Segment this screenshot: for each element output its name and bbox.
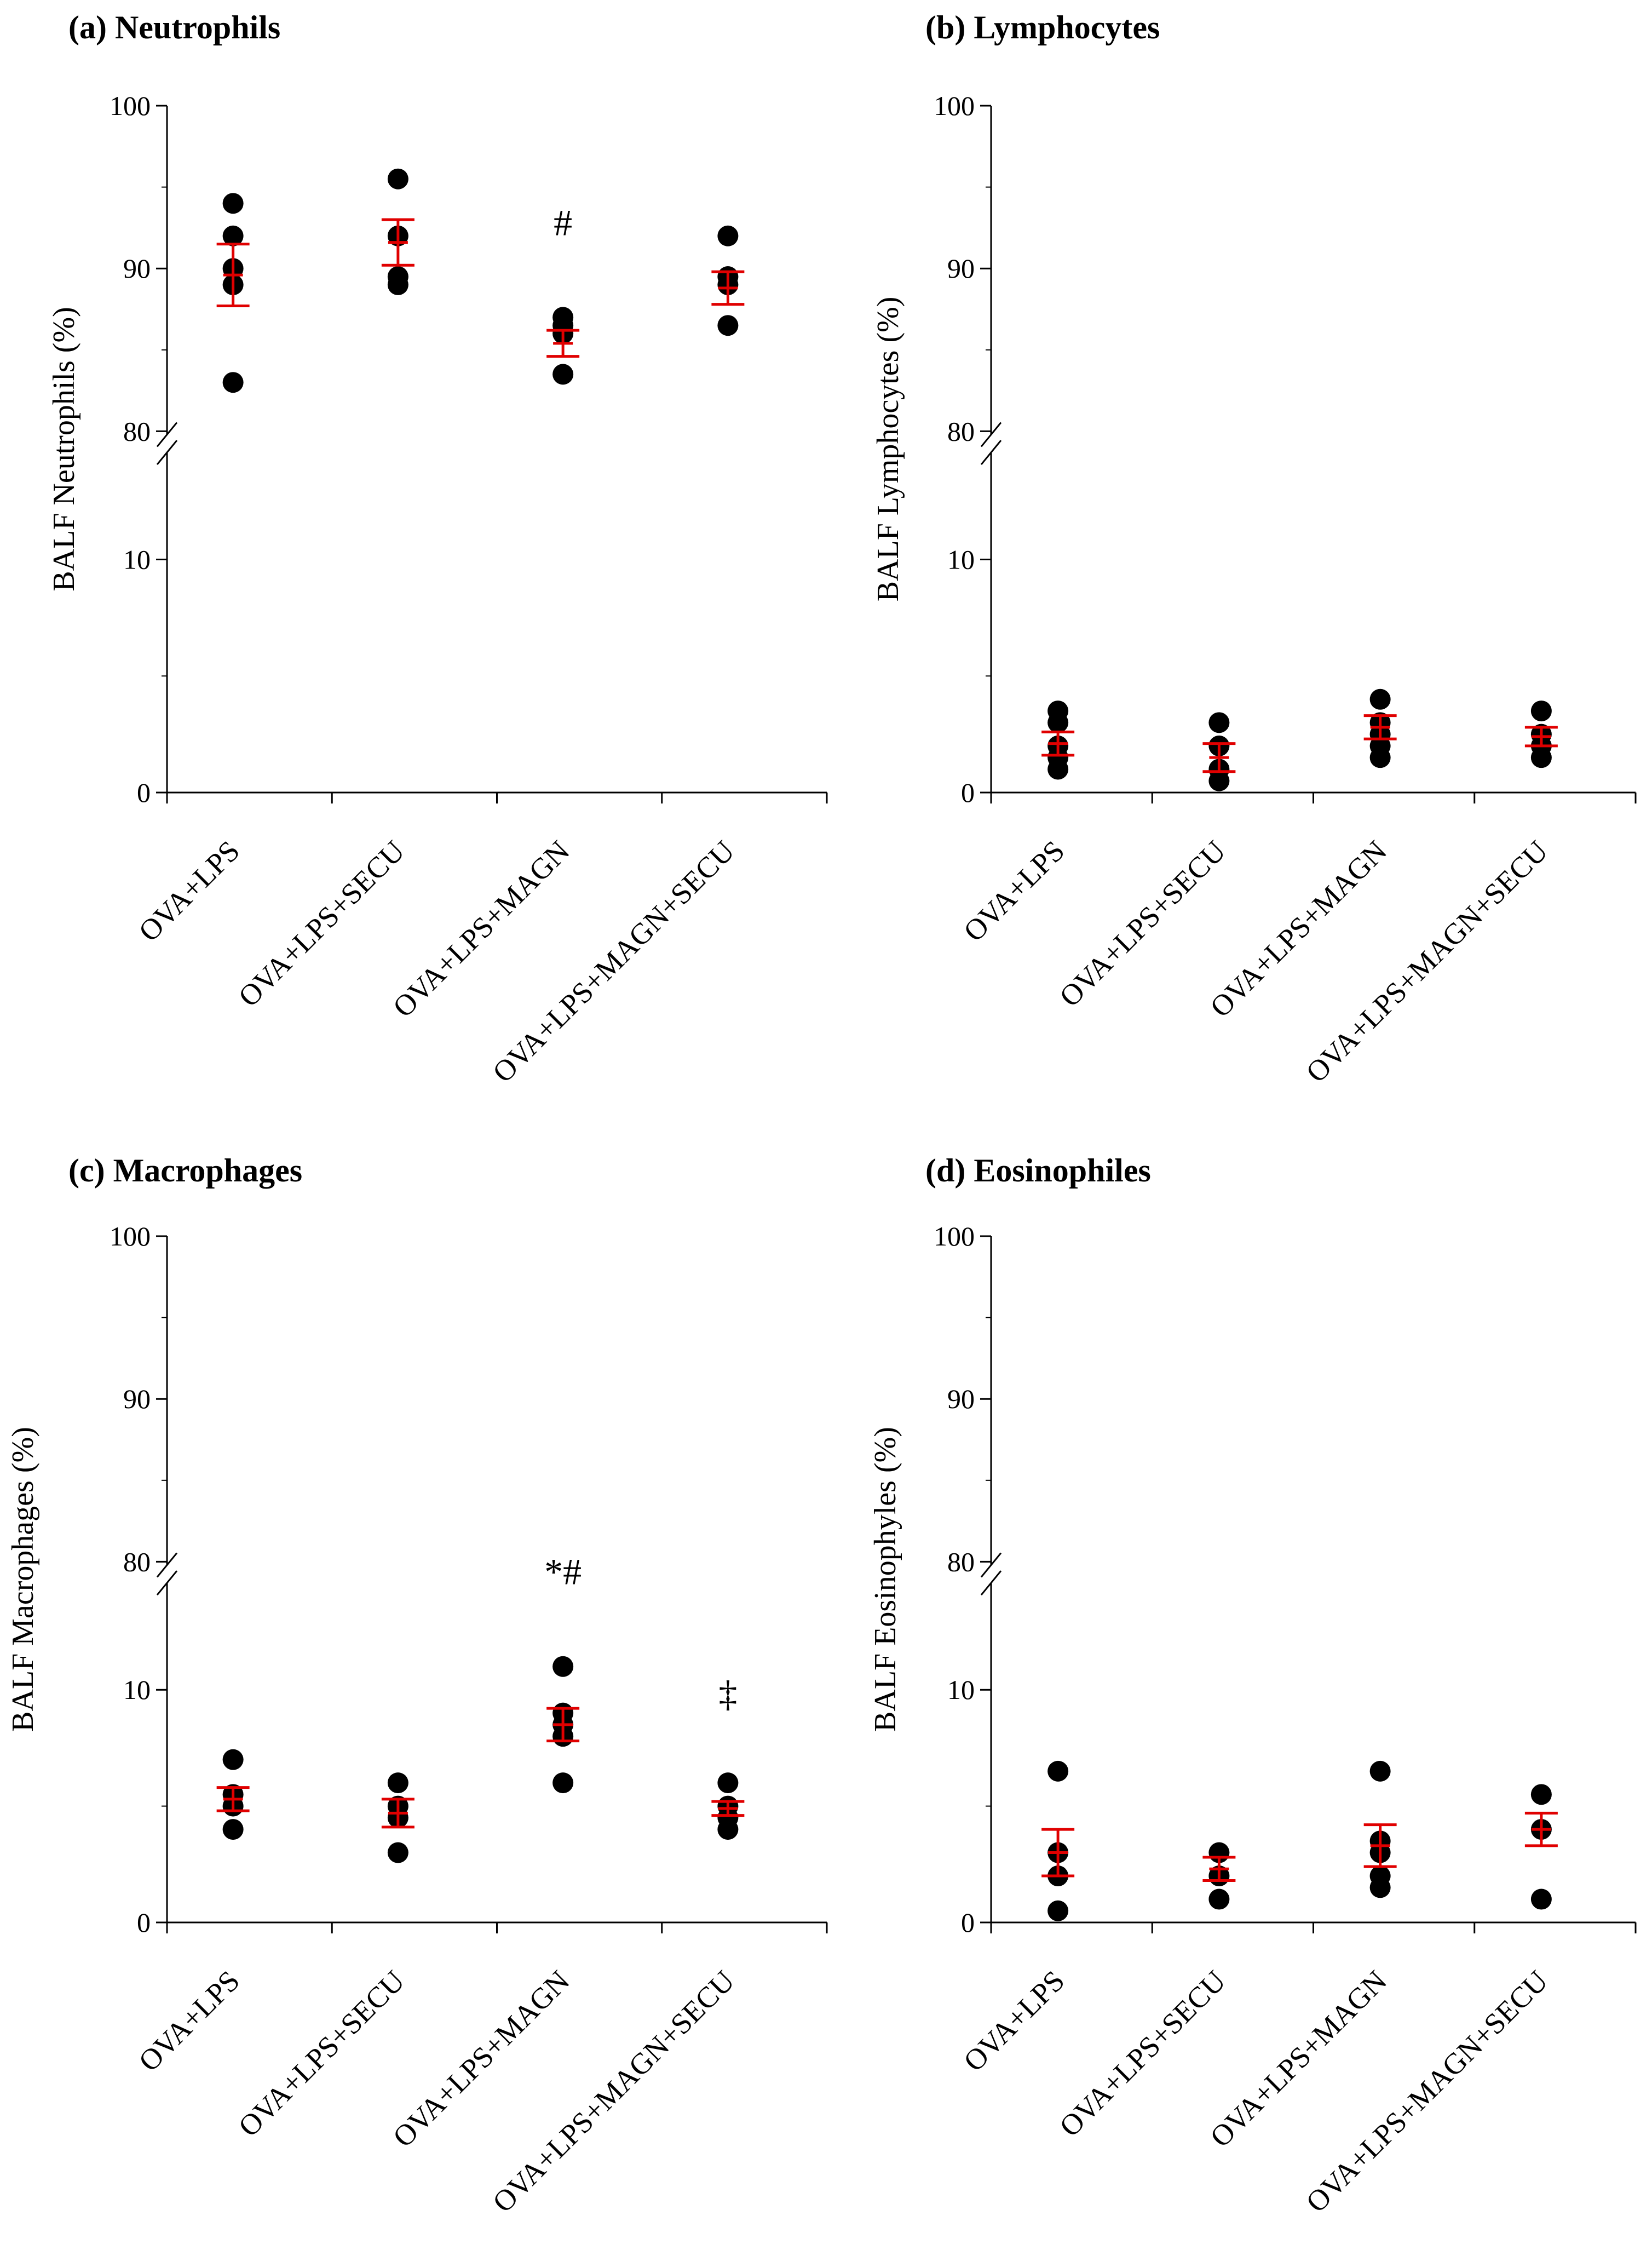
data-point [1047, 1900, 1069, 1921]
data-point [222, 193, 244, 214]
y-tick-label: 0 [961, 777, 975, 808]
panel-3: (d) Eosinophiles 0 10 80 90 100 BALF Eosinophy… [868, 1152, 1637, 2219]
x-tick-label: OVA+LPS [957, 1964, 1071, 2078]
data-point [1047, 712, 1069, 733]
data-point [1208, 770, 1230, 791]
significance-annotation: # [554, 202, 572, 243]
y-axis-label: BALF Lymphocytes (%) [871, 297, 905, 602]
axis-break-mark [980, 1552, 1002, 1578]
y-tick-label: 10 [123, 1674, 151, 1705]
data-point [1208, 712, 1230, 733]
data-point [1530, 1888, 1552, 1910]
y-axis-label: BALF Neutrophils (%) [47, 307, 81, 592]
x-tick-label: OVA+LPS+MAGN [387, 1964, 576, 2154]
data-point [717, 1772, 739, 1794]
data-point [387, 168, 408, 190]
axis-break-mark [980, 1570, 1002, 1595]
y-tick-label: 0 [137, 777, 151, 808]
y-tick-label: 100 [110, 90, 151, 121]
y-tick-label: 10 [947, 544, 975, 575]
data-point [1047, 759, 1069, 780]
data-point [1047, 1760, 1069, 1782]
y-tick-label: 80 [123, 416, 151, 446]
y-axis-label: BALF Eosinophyles (%) [868, 1427, 902, 1732]
axis-break-mark [980, 422, 1002, 447]
data-point [1208, 1888, 1230, 1910]
data-point [552, 364, 574, 385]
data-point [1369, 688, 1391, 710]
axis-break-mark [156, 1552, 178, 1578]
panel-title: (c) Macrophages [68, 1152, 302, 1189]
panel-1: (b) Lymphocytes 0 10 80 90 100 BALF Lymphocyte… [871, 9, 1637, 1089]
data-point [222, 1819, 244, 1840]
panel-title: (d) Eosinophiles [925, 1152, 1151, 1189]
data-point [1530, 747, 1552, 768]
panel-2: (c) Macrophages 0 10 80 90 100 BALF Macrophage… [6, 1152, 828, 2219]
y-tick-label: 80 [947, 416, 975, 446]
y-tick-label: 100 [110, 1221, 151, 1252]
y-tick-label: 0 [961, 1907, 975, 1938]
data-point [387, 1842, 408, 1863]
data-point [387, 266, 408, 288]
y-tick-label: 100 [934, 1221, 975, 1252]
y-tick-label: 90 [123, 253, 151, 284]
data-point [1369, 1760, 1391, 1782]
data-point [222, 225, 244, 246]
data-point [1530, 701, 1552, 722]
data-point [222, 372, 244, 393]
data-point [222, 1749, 244, 1770]
y-tick-label: 90 [947, 253, 975, 284]
y-tick-label: 90 [947, 1384, 975, 1414]
significance-annotation: *# [544, 1551, 582, 1593]
y-tick-label: 0 [137, 1907, 151, 1938]
y-tick-label: 10 [947, 1674, 975, 1705]
x-tick-label: OVA+LPS+SECU [232, 1964, 411, 2143]
axis-break-mark [156, 440, 178, 465]
x-tick-label: OVA+LPS [133, 834, 246, 948]
y-tick-label: 10 [123, 544, 151, 575]
axis-break-mark [156, 1570, 178, 1595]
axis-break-mark [980, 440, 1002, 465]
x-tick-label: OVA+LPS+MAGN [1204, 834, 1393, 1024]
panel-title: (a) Neutrophils [68, 9, 280, 45]
data-point [387, 1772, 408, 1794]
data-point [717, 1819, 739, 1840]
x-tick-label: OVA+LPS+SECU [232, 834, 411, 1013]
y-tick-label: 80 [123, 1546, 151, 1577]
y-axis-label: BALF Macrophages (%) [6, 1427, 40, 1732]
x-tick-label: OVA+LPS+SECU [1053, 834, 1232, 1013]
panel-title: (b) Lymphocytes [925, 9, 1160, 45]
data-point [717, 225, 739, 246]
x-tick-label: OVA+LPS+MAGN [1204, 1964, 1393, 2154]
data-point [1369, 747, 1391, 768]
y-tick-label: 80 [947, 1546, 975, 1577]
panel-0: (a) Neutrophils 0 10 80 90 100 BALF Neutrophil… [47, 9, 828, 1089]
x-tick-label: OVA+LPS [133, 1964, 246, 2078]
data-point [1369, 1877, 1391, 1898]
data-point [717, 315, 739, 336]
y-tick-label: 90 [123, 1384, 151, 1414]
data-point [1530, 1784, 1552, 1805]
x-tick-label: OVA+LPS [957, 834, 1071, 948]
data-point [552, 1656, 574, 1677]
significance-annotation: ‡ [718, 1673, 737, 1714]
axis-break-mark [156, 422, 178, 447]
x-tick-label: OVA+LPS+SECU [1053, 1964, 1232, 2143]
data-point [552, 1772, 574, 1794]
x-tick-label: OVA+LPS+MAGN [387, 834, 576, 1024]
y-tick-label: 100 [934, 90, 975, 121]
